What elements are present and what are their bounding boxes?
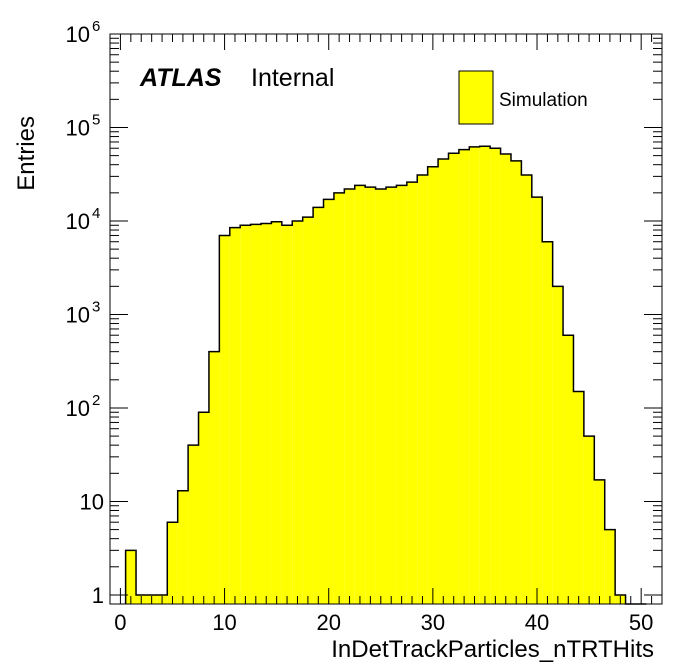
histogram-bin	[583, 436, 595, 604]
y-tick-label: 10	[66, 115, 90, 140]
histogram-bin	[250, 224, 262, 605]
x-tick-label: 50	[629, 610, 653, 635]
legend-swatch	[458, 70, 494, 125]
y-tick-label: 1	[92, 583, 104, 608]
histogram-bin	[344, 188, 355, 605]
histogram-bars	[124, 145, 647, 605]
histogram-bin	[542, 241, 553, 605]
histogram-bin	[427, 166, 439, 604]
histogram-bin	[261, 223, 272, 604]
atlas-label: ATLAS	[139, 64, 222, 92]
histogram-bin	[208, 351, 220, 604]
histogram-bin	[396, 185, 407, 604]
histogram-bin	[490, 148, 501, 604]
internal-label: Internal	[251, 64, 334, 92]
y-tick-label: 10	[66, 302, 90, 327]
axis-ticks	[109, 33, 663, 604]
y-tick-label: 10	[66, 396, 90, 421]
histogram-bin	[521, 175, 532, 604]
histogram-bin	[125, 550, 137, 604]
x-tick-label: 20	[316, 610, 340, 635]
histogram-bin	[438, 159, 449, 604]
histogram-bin	[531, 197, 543, 604]
histogram-bin	[469, 146, 480, 604]
histogram-bin	[510, 160, 522, 604]
histogram-bin	[198, 412, 209, 604]
histogram-bin	[406, 182, 418, 604]
histogram-bin	[281, 225, 293, 605]
histogram-bin	[458, 149, 470, 604]
y-tick-label: 10	[80, 489, 104, 514]
histogram-bin	[219, 235, 230, 605]
histogram-bin	[292, 220, 303, 604]
x-tick-label: 10	[212, 610, 236, 635]
histogram-bin	[604, 529, 616, 604]
histogram-bin	[500, 154, 511, 604]
histogram-bin	[386, 187, 397, 604]
legend-label: Simulation	[499, 90, 588, 111]
histogram-bin	[479, 146, 491, 604]
y-tick-exponent: 2	[92, 392, 100, 409]
histogram-bin	[375, 188, 386, 605]
histogram-bin	[229, 227, 241, 604]
x-tick-label: 0	[114, 610, 126, 635]
x-axis-title: InDetTrackParticles_nTRTHits	[331, 636, 654, 663]
histogram-bin	[240, 225, 251, 605]
histogram-outline	[124, 145, 647, 605]
histogram-bin	[177, 490, 189, 604]
y-tick-exponent: 4	[92, 205, 100, 222]
y-tick-label: 10	[66, 209, 90, 234]
y-tick-exponent: 3	[92, 298, 100, 315]
histogram-bin	[333, 192, 345, 604]
y-tick-exponent: 5	[92, 111, 100, 128]
histogram-bin	[563, 335, 574, 604]
histogram-bin	[354, 185, 366, 604]
histogram-bin	[448, 153, 459, 604]
histogram-bin	[417, 175, 428, 604]
y-axis-title: Entries	[13, 116, 40, 191]
y-tick-label: 10	[66, 22, 90, 47]
histogram-bin	[271, 221, 282, 604]
y-tick-exponent: 6	[92, 18, 100, 35]
histogram-bin	[302, 217, 314, 604]
histogram-bin	[594, 479, 605, 604]
x-tick-label: 40	[525, 610, 549, 635]
histogram-bin	[552, 286, 564, 604]
x-tick-label: 30	[421, 610, 445, 635]
histogram-bin	[323, 199, 334, 604]
histogram-bin	[167, 522, 178, 604]
histogram-bin	[573, 391, 584, 604]
histogram-bin	[313, 207, 324, 604]
histogram-bin	[365, 187, 376, 604]
histogram-bin	[188, 445, 199, 604]
